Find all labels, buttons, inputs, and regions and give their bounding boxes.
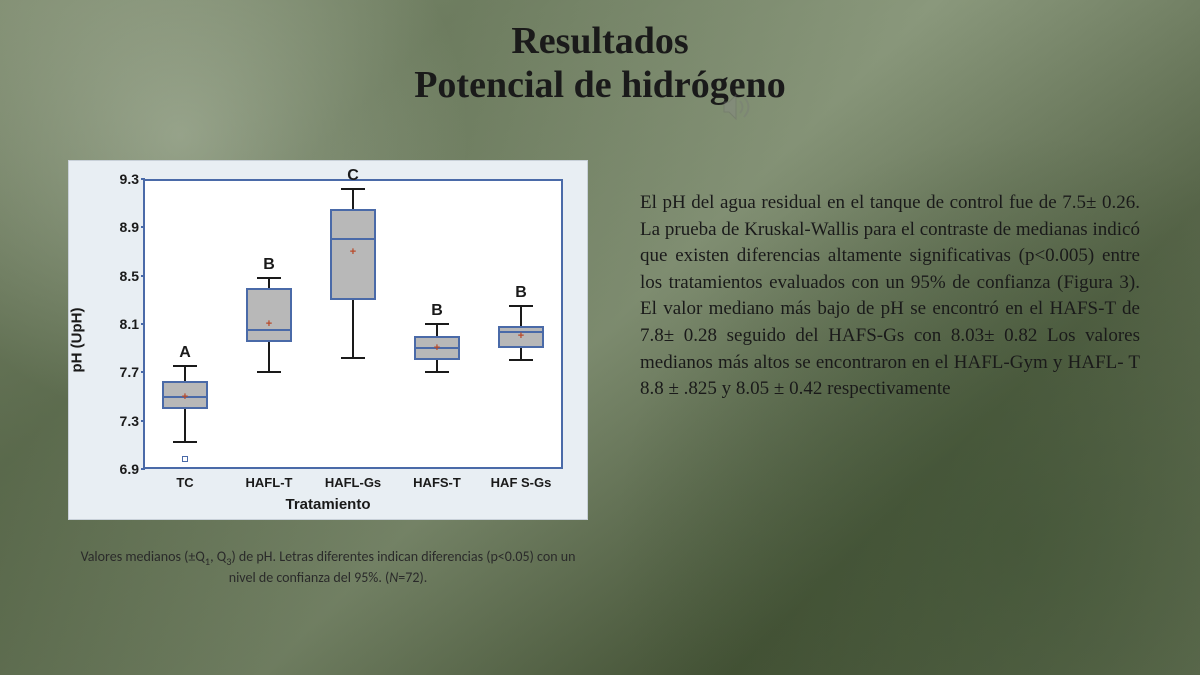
box	[246, 288, 292, 342]
title-line1: Resultados	[511, 20, 688, 62]
y-tick-label: 9.3	[109, 171, 139, 187]
significance-letter: A	[179, 344, 191, 362]
significance-letter: B	[431, 302, 443, 320]
slide-title: Resultados Potencial de hidrógeno	[0, 20, 1200, 107]
y-tick-label: 7.3	[109, 413, 139, 429]
significance-letter: C	[347, 167, 359, 185]
x-tick-label: TC	[176, 475, 193, 490]
y-tick-label: 8.5	[109, 268, 139, 284]
speaker-icon	[720, 92, 754, 127]
x-tick-label: HAFL-Gs	[325, 475, 381, 490]
x-tick-label: HAFL-T	[246, 475, 293, 490]
y-axis-label: pH (UpH)	[69, 308, 86, 373]
x-tick-label: HAF S-Gs	[491, 475, 552, 490]
y-tick-label: 8.9	[109, 219, 139, 235]
boxplot-chart: pH (UpH) Tratamiento 6.9 7.3 7.7 8.1 8.5 8.9 9…	[68, 160, 588, 520]
x-tick-label: HAFS-T	[413, 475, 461, 490]
chart-caption: Valores medianos (±Q1, Q3) de pH. Letras…	[68, 548, 588, 588]
y-tick-label: 6.9	[109, 461, 139, 477]
significance-letter: B	[263, 256, 275, 274]
y-tick-label: 7.7	[109, 364, 139, 380]
results-paragraph: El pH del agua residual en el tanque de …	[640, 190, 1140, 403]
y-tick-label: 8.1	[109, 316, 139, 332]
x-axis-label: Tratamiento	[69, 496, 587, 513]
significance-letter: B	[515, 284, 527, 302]
